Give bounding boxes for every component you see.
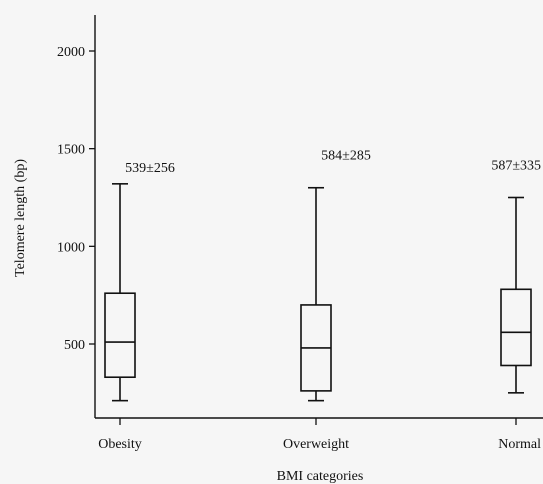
x-axis-label: BMI categories: [277, 469, 364, 484]
box-obesity: 539±256: [104, 161, 175, 402]
box-normal: 587±335: [491, 159, 541, 394]
iqr-box: [104, 292, 136, 379]
x-tick-label-overweight: Overweight: [283, 437, 349, 452]
x-tick-label-obesity: Obesity: [98, 437, 142, 452]
mean-sd-label: 539±256: [125, 161, 175, 176]
y-tick-label: 1500: [57, 143, 85, 158]
y-axis-label: Telomere length (bp): [13, 159, 28, 277]
y-axis: 500 1000 1500 2000: [57, 15, 96, 418]
y-tick-label: 2000: [57, 45, 85, 60]
x-axis: Obesity Overweight Normal: [95, 417, 543, 452]
box-overweight: 584±285: [300, 149, 371, 402]
x-tick-label-normal: Normal: [498, 437, 541, 452]
mean-sd-label: 587±335: [491, 159, 541, 174]
y-tick-label: 500: [64, 338, 85, 353]
iqr-box: [500, 288, 532, 367]
mean-sd-label: 584±285: [321, 149, 371, 164]
y-tick-label: 1000: [57, 240, 85, 255]
